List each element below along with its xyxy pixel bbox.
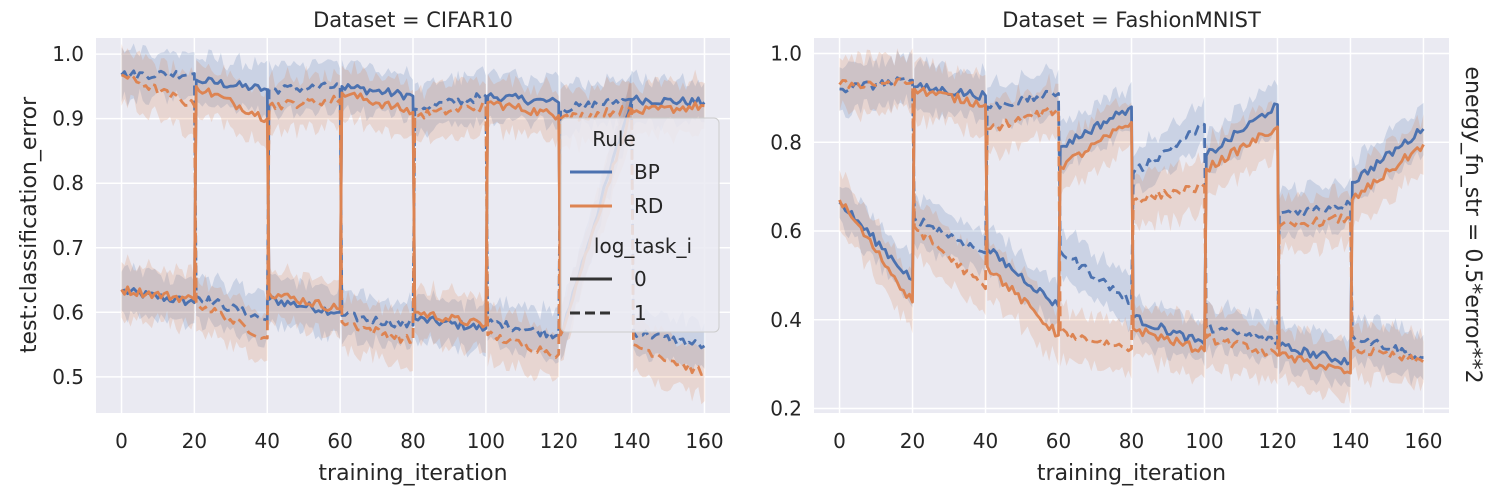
x-tick-label: 100 — [1185, 429, 1223, 453]
x-tick-label: 60 — [327, 429, 352, 453]
series-line-rd-task-1 — [838, 77, 1425, 364]
legend-title-task: log_task_i — [594, 234, 692, 258]
series-line-bp-task-1 — [839, 76, 1424, 360]
x-tick-label: 160 — [685, 429, 723, 453]
y-tick-labels-cifar10: 0.5 0.6 0.7 0.8 0.9 1.0 — [52, 42, 84, 389]
y-tick-labels-fashionmnist: 0.2 0.4 0.6 0.8 1.0 — [770, 42, 802, 421]
row-facet-label: energy_fn_str = 0.5*error**2 — [1460, 66, 1485, 383]
series-line-rd-task-0 — [838, 86, 1425, 375]
panel-fashionmnist: 0 20 40 60 80 100 120 140 160 0.2 0.4 0.6 0.8 1.0 Da… — [770, 8, 1449, 486]
legend-label-task-1: 1 — [634, 301, 647, 325]
legend-label-task-0: 0 — [634, 267, 647, 291]
x-tick-label: 40 — [255, 429, 280, 453]
x-tick-label: 60 — [1046, 429, 1071, 453]
series-line-rd-task-1 — [120, 73, 705, 376]
legend-frame — [560, 117, 720, 333]
x-tick-label: 140 — [613, 429, 651, 453]
series-lines-fashionmnist — [838, 76, 1425, 375]
x-tick-labels-fashionmnist: 0 20 40 60 80 100 120 140 160 — [833, 429, 1442, 453]
x-tick-label: 40 — [973, 429, 998, 453]
x-tick-label: 0 — [833, 429, 846, 453]
x-tick-label: 120 — [540, 429, 578, 453]
y-tick-label: 0.2 — [770, 397, 802, 421]
series-line-bp-task-0 — [838, 82, 1425, 366]
x-axis-label-fashionmnist: training_iteration — [1037, 461, 1226, 486]
y-tick-label: 1.0 — [770, 42, 802, 66]
legend-title-rule: Rule — [592, 127, 636, 151]
y-tick-label: 0.8 — [52, 171, 84, 195]
y-tick-label: 0.7 — [52, 236, 84, 260]
title-cifar10: Dataset = CIFAR10 — [313, 8, 513, 32]
y-tick-label: 0.5 — [52, 365, 84, 389]
legend: Rule BP RD log_task_i 0 1 — [560, 117, 720, 333]
series-line-bp-task-1 — [120, 69, 706, 350]
legend-label-bp: BP — [634, 160, 660, 184]
x-tick-label: 20 — [900, 429, 925, 453]
title-fashionmnist: Dataset = FashionMNIST — [1002, 8, 1261, 32]
x-tick-label: 20 — [182, 429, 207, 453]
x-tick-label: 80 — [400, 429, 425, 453]
x-tick-label: 100 — [467, 429, 505, 453]
y-axis-label: test:classification_error — [17, 96, 42, 353]
x-tick-label: 0 — [115, 429, 128, 453]
y-tick-label: 0.9 — [52, 107, 84, 131]
x-tick-label: 80 — [1119, 429, 1144, 453]
x-tick-label: 120 — [1258, 429, 1296, 453]
legend-label-rd: RD — [634, 194, 663, 218]
x-tick-label: 140 — [1331, 429, 1369, 453]
x-tick-label: 160 — [1404, 429, 1442, 453]
y-tick-label: 0.8 — [770, 130, 802, 154]
y-tick-label: 0.4 — [770, 308, 802, 332]
x-tick-labels-cifar10: 0 20 40 60 80 100 120 140 160 — [115, 429, 723, 453]
y-tick-label: 0.6 — [770, 219, 802, 243]
y-tick-label: 0.6 — [52, 300, 84, 324]
y-tick-label: 1.0 — [52, 42, 84, 66]
confidence-band-rd-task-1 — [839, 48, 1424, 392]
x-axis-label-cifar10: training_iteration — [318, 461, 507, 486]
